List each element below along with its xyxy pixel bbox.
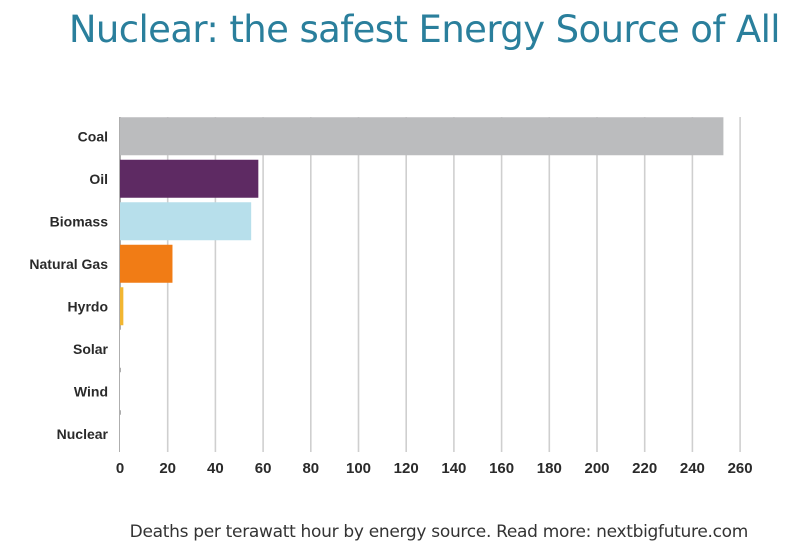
chart-title: Nuclear: the safest Energy Source of All bbox=[68, 8, 781, 51]
category-label: Nuclear bbox=[57, 426, 109, 442]
x-tick-label: 100 bbox=[346, 460, 371, 477]
x-tick-label: 180 bbox=[537, 460, 562, 477]
category-labels: Coal Oil Biomass Natural Gas Hyrdo Solar Wind N… bbox=[29, 128, 108, 442]
x-tick-label: 200 bbox=[584, 460, 609, 477]
x-tick-label: 220 bbox=[632, 460, 657, 477]
x-tick-label: 160 bbox=[489, 460, 514, 477]
x-tick-labels: 0 20 40 60 80 100 120 140 160 180 200 220 240 260 bbox=[116, 460, 753, 477]
bar-natural-gas bbox=[120, 244, 173, 283]
bar-coal bbox=[120, 117, 724, 156]
category-label: Coal bbox=[78, 128, 108, 144]
bar-nuclear bbox=[120, 414, 121, 453]
x-tick-label: 40 bbox=[207, 460, 224, 477]
x-tick-label: 60 bbox=[255, 460, 272, 477]
x-tick-label: 20 bbox=[159, 460, 176, 477]
category-label: Wind bbox=[74, 383, 108, 399]
x-tick-label: 0 bbox=[116, 460, 124, 477]
x-tick-label: 120 bbox=[394, 460, 419, 477]
bar-hyrdo bbox=[120, 287, 124, 326]
category-label: Solar bbox=[73, 341, 109, 357]
x-tick-label: 260 bbox=[728, 460, 753, 477]
bar-wind bbox=[120, 372, 121, 411]
x-tick-label: 140 bbox=[441, 460, 466, 477]
chart-caption: Deaths per terawatt hour by energy sourc… bbox=[129, 522, 749, 542]
bars bbox=[120, 117, 724, 453]
x-tick-label: 240 bbox=[680, 460, 705, 477]
category-label: Hyrdo bbox=[68, 298, 108, 314]
category-label: Biomass bbox=[50, 213, 109, 229]
category-label: Oil bbox=[89, 171, 108, 187]
bar-solar bbox=[120, 329, 121, 368]
bar-biomass bbox=[120, 202, 252, 241]
category-label: Natural Gas bbox=[29, 256, 108, 272]
gridlines bbox=[119, 117, 741, 452]
bar-oil bbox=[120, 159, 259, 198]
x-tick-label: 80 bbox=[302, 460, 319, 477]
